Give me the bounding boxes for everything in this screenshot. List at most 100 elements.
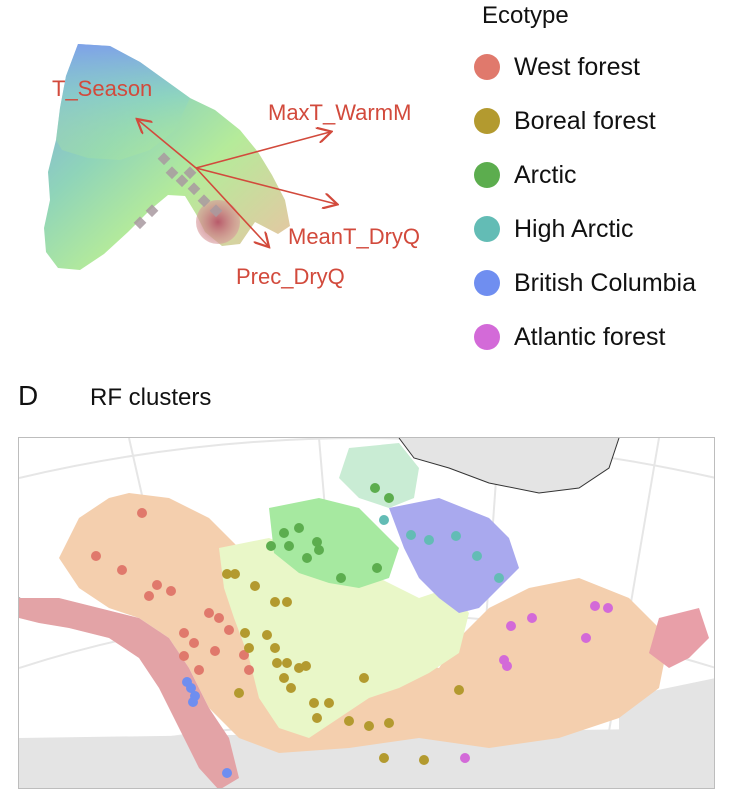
sample-point-arctic — [279, 528, 289, 538]
arrow-maxt-warmm — [195, 132, 330, 169]
grey-diamonds — [133, 152, 223, 230]
sample-point-boreal-forest — [270, 643, 280, 653]
sample-point-boreal-forest — [234, 688, 244, 698]
legend-label: West forest — [514, 52, 640, 81]
sample-point-atlantic-forest — [581, 633, 591, 643]
sample-point-west-forest — [224, 625, 234, 635]
sample-point-boreal-forest — [244, 643, 254, 653]
point-cloud-blue — [56, 44, 190, 160]
sample-point-high-arctic — [494, 573, 504, 583]
sample-point-boreal-forest — [324, 698, 334, 708]
sample-point-boreal-forest — [384, 718, 394, 728]
sample-point-high-arctic — [379, 515, 389, 525]
sample-point-boreal-forest — [272, 658, 282, 668]
legend-item-west-forest: West forest — [474, 50, 640, 84]
sample-point-arctic — [284, 541, 294, 551]
arrow-label-meant-dryq: MeanT_DryQ — [288, 224, 421, 249]
legend-swatch — [474, 270, 500, 296]
legend-swatch — [474, 162, 500, 188]
legend-item-arctic: Arctic — [474, 158, 577, 192]
panel-letter: D — [18, 380, 39, 411]
sample-point-west-forest — [179, 628, 189, 638]
sample-point-boreal-forest — [282, 658, 292, 668]
legend-label: Arctic — [514, 160, 577, 189]
sample-point-boreal-forest — [279, 673, 289, 683]
sample-point-west-forest — [244, 665, 254, 675]
sample-point-atlantic-forest — [502, 661, 512, 671]
loading-arrows — [138, 120, 336, 246]
sample-point-boreal-forest — [222, 569, 232, 579]
sample-point-boreal-forest — [419, 755, 429, 765]
sample-point-boreal-forest — [454, 685, 464, 695]
sample-point-boreal-forest — [301, 661, 311, 671]
sample-point-boreal-forest — [270, 597, 280, 607]
region-east-coast — [649, 608, 709, 668]
arrow-label-t-season: T_Season — [52, 76, 153, 101]
region-high-arctic — [339, 443, 419, 508]
biplot-svg — [44, 44, 460, 270]
legend-title: Ecotype — [482, 2, 569, 29]
sample-point-british-columbia — [222, 768, 232, 778]
legend-label: British Columbia — [514, 268, 697, 297]
sample-point-boreal-forest — [344, 716, 354, 726]
arrow-label-prec-dryq: Prec_DryQ — [236, 264, 345, 289]
region-boreal — [219, 538, 469, 738]
sample-point-boreal-forest — [240, 628, 250, 638]
legend-label: Boreal forest — [514, 106, 656, 135]
sample-point-high-arctic — [424, 535, 434, 545]
sample-point-boreal-forest — [282, 597, 292, 607]
rf-cluster-map — [18, 437, 715, 789]
sample-point-west-forest — [144, 591, 154, 601]
legend-swatch — [474, 108, 500, 134]
arrow-prec-dryq — [195, 167, 268, 246]
sample-point-boreal-forest — [250, 581, 260, 591]
sample-point-boreal-forest — [312, 713, 322, 723]
sample-point-arctic — [370, 483, 380, 493]
sample-point-boreal-forest — [309, 698, 319, 708]
sample-point-british-columbia — [188, 697, 198, 707]
sample-point-boreal-forest — [286, 683, 296, 693]
sample-point-west-forest — [166, 586, 176, 596]
sample-point-west-forest — [194, 665, 204, 675]
sample-point-atlantic-forest — [506, 621, 516, 631]
climate-biplot: T_Season MaxT_WarmM MeanT_DryQ Prec_DryQ — [0, 0, 460, 330]
region-arctic — [269, 498, 399, 588]
sample-point-west-forest — [179, 651, 189, 661]
sample-point-west-forest — [204, 608, 214, 618]
sample-point-arctic — [266, 541, 276, 551]
legend-item-atlantic-forest: Atlantic forest — [474, 320, 665, 354]
sample-point-boreal-forest — [230, 569, 240, 579]
sample-point-west-forest — [214, 613, 224, 623]
sample-point-atlantic-forest — [590, 601, 600, 611]
map-svg — [19, 438, 714, 788]
sample-point-british-columbia — [186, 683, 196, 693]
sample-point-arctic — [336, 573, 346, 583]
region-northeast — [389, 498, 519, 613]
arrow-t-season — [138, 120, 197, 169]
sample-point-high-arctic — [451, 531, 461, 541]
sample-point-arctic — [294, 523, 304, 533]
legend-item-british-columbia: British Columbia — [474, 266, 696, 300]
legend-item-high-arctic: High Arctic — [474, 212, 633, 246]
sample-point-west-forest — [91, 551, 101, 561]
sample-point-west-forest — [210, 646, 220, 656]
sample-point-high-arctic — [472, 551, 482, 561]
sample-point-boreal-forest — [359, 673, 369, 683]
legend-item-boreal-forest: Boreal forest — [474, 104, 656, 138]
region-interior — [59, 493, 669, 753]
sample-point-boreal-forest — [379, 753, 389, 763]
sample-point-west-forest — [137, 508, 147, 518]
sample-point-west-forest — [189, 638, 199, 648]
sample-point-high-arctic — [406, 530, 416, 540]
sample-point-atlantic-forest — [603, 603, 613, 613]
sample-point-west-forest — [117, 565, 127, 575]
sample-point-atlantic-forest — [460, 753, 470, 763]
sample-point-arctic — [302, 553, 312, 563]
sample-point-arctic — [312, 537, 322, 547]
sample-points — [91, 483, 613, 778]
panel-title: RF clusters — [90, 384, 212, 411]
sample-point-west-forest — [239, 650, 249, 660]
sample-point-atlantic-forest — [527, 613, 537, 623]
point-cloud-dark-cluster — [196, 200, 240, 244]
legend-label: High Arctic — [514, 214, 634, 243]
